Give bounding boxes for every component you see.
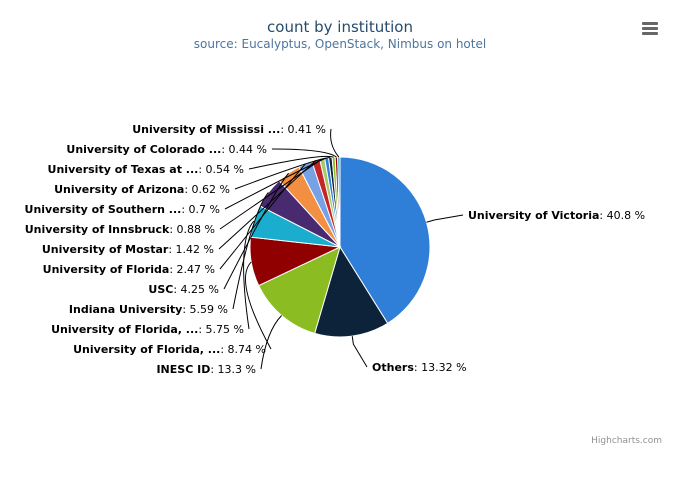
data-label-university-of-mississi-14: University of Mississi ...: 0.41 % — [132, 123, 326, 136]
pie-slice-others-1[interactable] — [314, 245, 389, 338]
connector-university-of-victoria-0 — [426, 214, 464, 223]
data-label-university-of-victoria-0: University of Victoria: 40.8 % — [468, 209, 645, 222]
connector-university-of-mississi-14 — [330, 128, 340, 158]
pie-slices — [249, 156, 431, 338]
data-label-university-of-southern-10: University of Southern ...: 0.7 % — [25, 203, 220, 216]
data-label-university-of-florida-3: University of Florida, ...: 8.74 % — [73, 343, 266, 356]
data-label-university-of-arizona-11: University of Arizona: 0.62 % — [54, 183, 230, 196]
connector-university-of-florida-7 — [219, 163, 306, 270]
data-label-university-of-florida-4: University of Florida, ...: 5.75 % — [51, 323, 244, 336]
connector-university-of-arizona-11 — [234, 157, 331, 190]
data-label-inesc-id-2: INESC ID: 13.3 % — [156, 363, 256, 376]
data-labels: University of Victoria: 40.8 % Others: 13… — [25, 123, 646, 376]
connector-university-of-texas-at-12 — [248, 155, 334, 170]
data-label-usc-6: USC: 4.25 % — [148, 283, 219, 296]
credits-link[interactable]: Highcharts.com — [591, 436, 662, 446]
data-label-others-1: Others: 13.32 % — [372, 361, 467, 374]
data-label-university-of-colorado-13: University of Colorado ...: 0.44 % — [66, 143, 267, 156]
label-connectors — [218, 128, 464, 370]
data-label-university-of-mostar-8: University of Mostar: 1.42 % — [42, 243, 214, 256]
chart-title: count by institution — [267, 18, 413, 36]
connector-university-of-southern-10 — [224, 157, 327, 210]
connector-university-of-florida-3 — [245, 261, 272, 350]
hamburger-menu-icon[interactable] — [638, 18, 662, 40]
chart-subtitle: source: Eucalyptus, OpenStack, Nimbus on… — [194, 37, 486, 51]
connector-university-of-mostar-8 — [218, 159, 317, 250]
pie-slice-university-of-victoria-0[interactable] — [339, 156, 431, 325]
data-label-university-of-florida-7: University of Florida: 2.47 % — [43, 263, 215, 276]
data-label-university-of-innsbruck-9: University of Innsbruck: 0.88 % — [25, 223, 215, 236]
data-label-university-of-texas-at-12: University of Texas at ...: 0.54 % — [48, 163, 244, 176]
connector-inesc-id-2 — [260, 315, 282, 370]
pie-slice-inesc-id-2[interactable] — [258, 246, 341, 334]
connector-university-of-colorado-13 — [271, 148, 337, 158]
connector-others-1 — [351, 336, 368, 368]
data-label-indiana-university-5: Indiana University: 5.59 % — [69, 303, 228, 316]
